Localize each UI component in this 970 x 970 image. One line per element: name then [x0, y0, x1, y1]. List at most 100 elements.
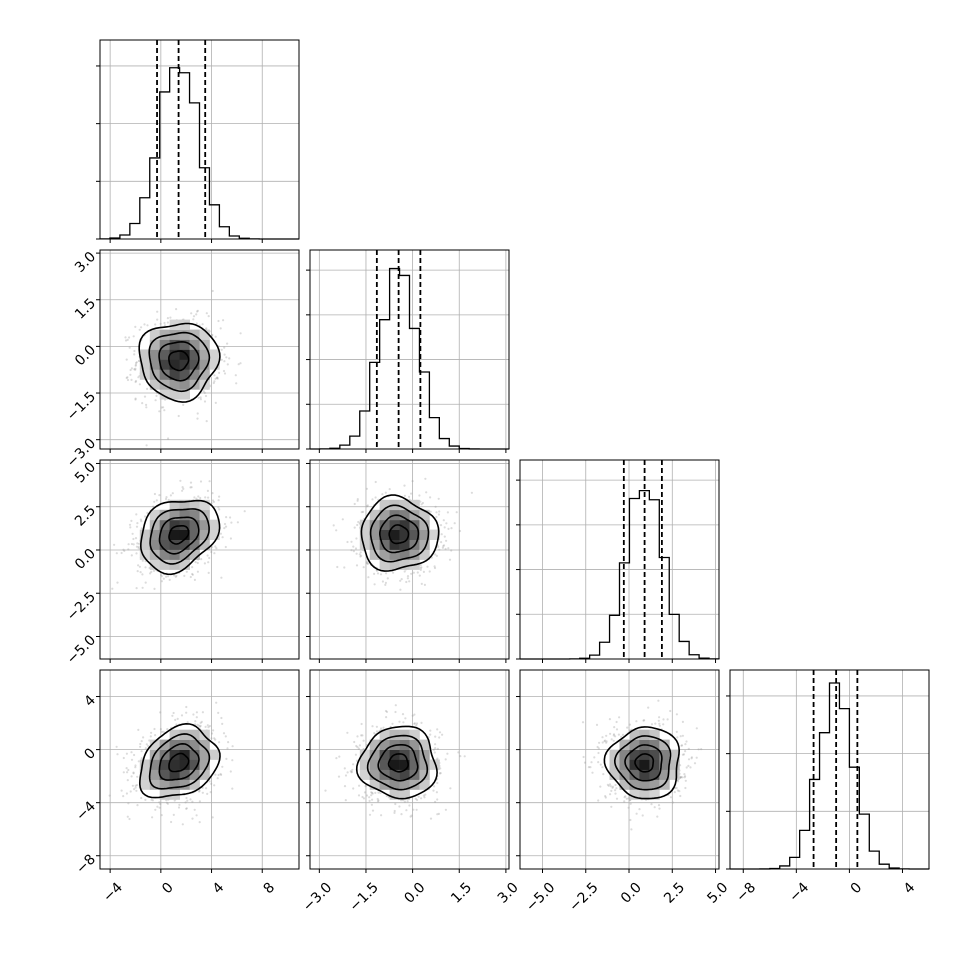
scatter-point-1-2-661	[365, 487, 368, 490]
scatter-point-0-2-865	[213, 552, 216, 555]
scatter-point-2-3-117	[614, 783, 617, 787]
scatter-point-0-3-369	[136, 775, 139, 778]
scatter-point-1-3-304	[350, 770, 353, 773]
density-cell-0-2-11-12	[209, 529, 220, 540]
scatter-point-2-3-767	[689, 766, 692, 769]
scatter-point-1-2-662	[335, 529, 338, 532]
scatter-point-0-2-23	[130, 519, 133, 523]
scatter-point-0-2-73	[123, 549, 126, 553]
grid-lines-0-1	[100, 250, 299, 449]
scatter-point-0-2-897	[150, 570, 153, 574]
scatter-point-1-2-657	[353, 526, 356, 529]
scatter-point-0-1-386	[175, 308, 178, 311]
scatter-point-0-1-806	[203, 391, 206, 394]
scatter-point-2-3-819	[611, 785, 615, 788]
scatter-point-2-3-234	[681, 753, 685, 756]
scatter-point-2-3-10	[685, 740, 688, 743]
scatter-point-2-3-679	[638, 808, 641, 811]
scatter-point-0-3-691	[177, 806, 181, 809]
scatter-point-0-2-443	[223, 522, 227, 526]
scatter-point-0-3-856	[151, 799, 154, 802]
scatter-point-2-3-229	[583, 761, 587, 764]
panel-frame-1-2	[309, 459, 510, 660]
scatter-point-1-2-763	[418, 494, 421, 497]
panel-frame-0-1	[99, 249, 300, 450]
scatter-point-2-3-26	[614, 789, 617, 792]
density-cell-2-3-14-12	[659, 739, 670, 750]
scatter-point-2-3-369	[679, 735, 682, 738]
scatter-point-0-3-380	[125, 752, 128, 755]
scatter-point-1-2-497	[439, 524, 443, 527]
scatter-point-2-3-686	[682, 753, 686, 756]
density-cell-0-3-4-9	[139, 769, 151, 780]
scatter-point-1-3-841	[436, 798, 439, 801]
scatter-point-1-3-523	[355, 759, 359, 762]
density-cell-1-2-11-12	[419, 529, 430, 540]
scatter-point-0-3-0	[227, 741, 230, 744]
density-cell-0-2-6-11	[159, 539, 170, 550]
scatter-point-0-3-151	[210, 782, 213, 786]
scatter-point-0-2-300	[140, 527, 143, 530]
scatter-point-2-3-471	[653, 806, 656, 809]
scatter-point-1-2-829	[341, 518, 344, 521]
density-cell-1-2-6-12	[369, 529, 380, 540]
scatter-point-1-3-817	[370, 794, 373, 797]
scatter-point-1-3-631	[360, 734, 363, 737]
density-content-0-3	[108, 701, 234, 826]
scatter-point-0-2-574	[127, 543, 130, 546]
density-cell-2-3-12-13	[639, 729, 650, 740]
scatter-point-0-2-640	[212, 500, 215, 503]
scatter-point-2-3-476	[609, 732, 612, 735]
scatter-point-2-3-425	[598, 741, 601, 744]
density-cell-0-2-8-15	[179, 499, 190, 511]
scatter-point-2-3-572	[690, 756, 694, 759]
density-cell-1-3-7-11	[379, 749, 390, 760]
density-cell-1-2-6-10	[369, 549, 380, 560]
scatter-point-0-3-327	[156, 805, 159, 808]
scatter-point-1-2-892	[435, 511, 438, 514]
scatter-point-1-3-420	[406, 800, 409, 803]
scatter-point-0-3-432	[195, 711, 198, 714]
scatter-point-1-3-400	[361, 795, 364, 799]
scatter-point-2-3-578	[596, 745, 599, 749]
scatter-point-0-3-289	[150, 798, 153, 801]
scatter-point-0-1-869	[223, 346, 226, 349]
scatter-point-2-3-377	[679, 775, 682, 779]
scatter-point-0-3-92	[195, 814, 198, 817]
scatter-point-0-3-562	[225, 757, 228, 761]
density-cell-0-2-8-12	[179, 529, 190, 540]
scatter-point-0-3-497	[172, 711, 175, 715]
density-cell-2-3-11-12	[629, 739, 640, 750]
scatter-point-0-3-502	[139, 742, 142, 746]
density-cell-1-3-8-7	[389, 789, 400, 800]
density-cell-1-3-5-9	[359, 769, 371, 780]
scatter-point-0-2-296	[183, 574, 186, 578]
scatter-point-2-3-9	[612, 733, 616, 736]
scatter-point-0-1-669	[205, 327, 208, 330]
scatter-point-0-1-192	[211, 333, 214, 336]
scatter-point-2-3-807	[679, 776, 682, 779]
scatter-point-0-3-614	[171, 714, 174, 717]
scatter-point-1-2-187	[429, 496, 432, 499]
scatter-point-0-3-240	[204, 725, 207, 729]
density-cell-0-2-7-15	[169, 499, 180, 511]
contour-1-3-2	[366, 734, 429, 791]
scatter-point-0-2-749	[230, 521, 233, 524]
scatter-point-1-2-539	[438, 548, 441, 551]
density-cell-2-3-10-9	[619, 769, 630, 780]
scatter-point-2-3-327	[614, 792, 617, 795]
scatter-point-2-3-290	[595, 723, 599, 727]
scatter-point-1-3-693	[411, 714, 414, 717]
scatter-point-1-2-71	[423, 583, 426, 587]
scatter-point-1-2-619	[445, 522, 448, 525]
contour-0-2-2	[149, 508, 210, 565]
density-cell-0-1-8-5	[179, 389, 190, 400]
scatter-point-2-3-28	[621, 733, 625, 737]
scatter-point-0-1-667	[228, 357, 231, 360]
scatter-point-2-3-729	[684, 779, 687, 782]
y-tick-label-1-1: −1.5	[64, 389, 99, 424]
scatter-point-1-3-129	[434, 743, 437, 746]
density-panel-0-2	[96, 459, 300, 663]
scatter-point-0-2-827	[229, 537, 232, 540]
scatter-point-2-3-599	[625, 797, 628, 800]
